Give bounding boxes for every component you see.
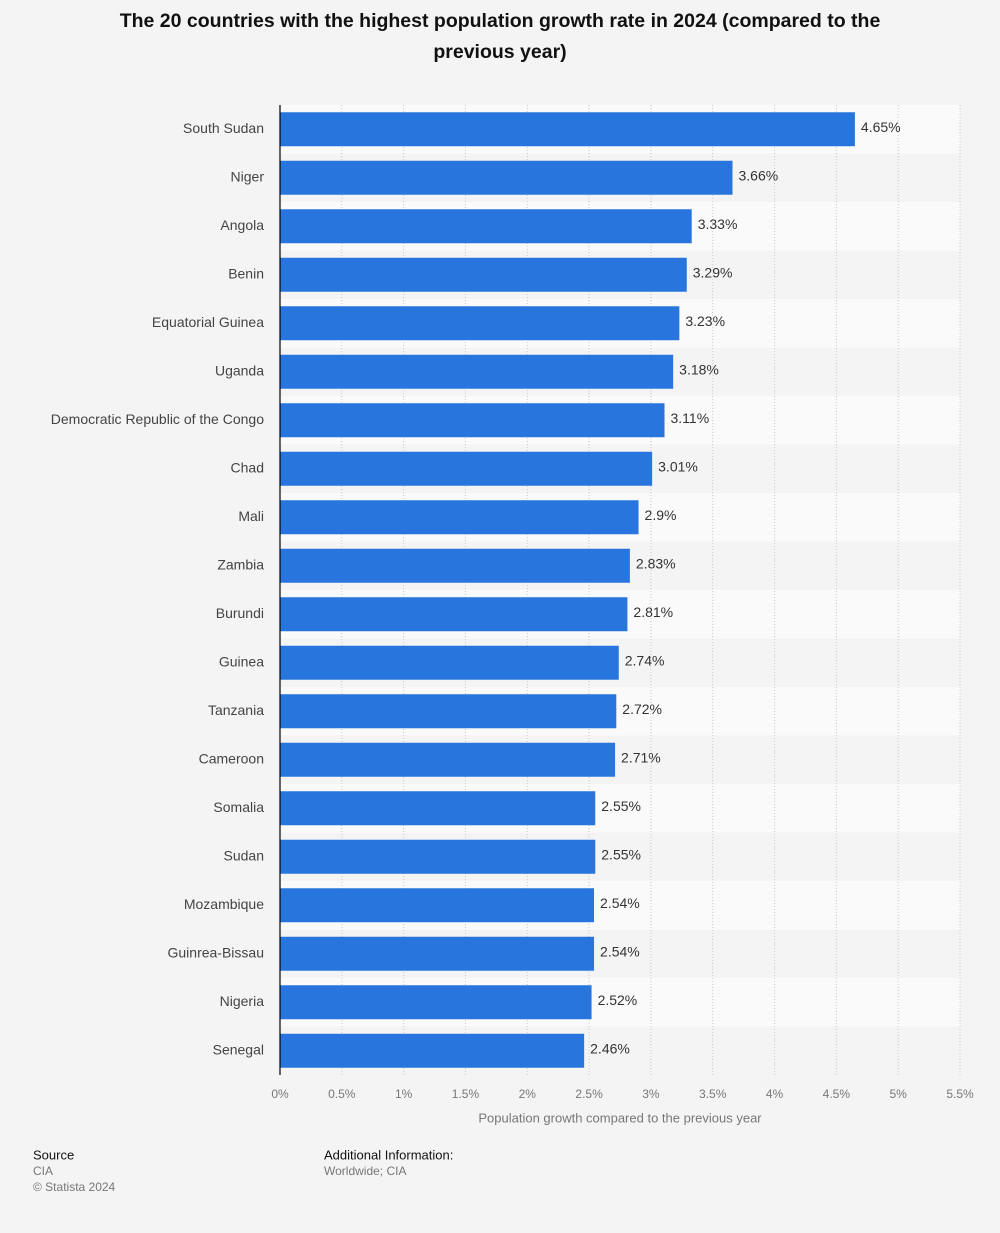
value-label: 2.55% [601, 846, 641, 862]
bar [280, 257, 687, 292]
source: CIA [33, 1164, 53, 1178]
y-tick-label: Equatorial Guinea [152, 314, 264, 330]
x-tick-label: 5% [890, 1087, 908, 1101]
value-label: 3.29% [693, 264, 733, 280]
value-label: 3.01% [658, 458, 698, 474]
x-tick-label: 5.5% [946, 1087, 974, 1101]
x-axis-label: Population growth compared to the previo… [478, 1110, 762, 1125]
bar [280, 597, 628, 632]
bar [280, 548, 630, 583]
y-tick-label: Sudan [224, 847, 264, 863]
value-label: 4.65% [861, 119, 901, 135]
y-tick-label: Benin [228, 265, 264, 281]
bar [280, 742, 616, 777]
value-label: 2.55% [601, 798, 641, 814]
bar [280, 888, 595, 923]
bar [280, 354, 674, 389]
bar [280, 403, 665, 438]
value-label: 2.83% [636, 555, 676, 571]
y-tick-label: Burundi [216, 605, 264, 621]
plot-area [280, 105, 960, 1075]
y-tick-label: Guinea [219, 653, 264, 669]
bar [280, 160, 733, 195]
value-label: 2.81% [633, 604, 673, 620]
bar [280, 1033, 585, 1068]
value-label: 3.66% [739, 167, 779, 183]
value-label: 3.23% [685, 313, 725, 329]
info: Worldwide; CIA [324, 1164, 406, 1178]
y-tick-label: South Sudan [183, 120, 264, 136]
y-tick-label: Uganda [215, 362, 264, 378]
value-label: 2.71% [621, 749, 661, 765]
y-tick-label: Chad [231, 459, 264, 475]
x-tick-label: 1.5% [452, 1087, 480, 1101]
y-tick-label: Somalia [213, 799, 264, 815]
y-tick-label: Angola [220, 217, 264, 233]
value-label: 3.11% [671, 410, 710, 426]
y-tick-label: Mozambique [184, 896, 264, 912]
bar [280, 985, 592, 1020]
value-label: 2.52% [598, 992, 638, 1008]
y-tick-label: Tanzania [208, 702, 264, 718]
value-label: 2.9% [645, 507, 677, 523]
y-tick-label: Senegal [213, 1041, 264, 1057]
chart-title: The 20 countries with the highest popula… [120, 10, 881, 63]
x-tick-label: 3.5% [699, 1087, 727, 1101]
info-title: Additional Information: [324, 1147, 453, 1162]
x-tick-label: 0% [271, 1087, 289, 1101]
x-tick-label: 4% [766, 1087, 784, 1101]
x-tick-label: 0.5% [328, 1087, 356, 1101]
bar [280, 791, 596, 826]
x-tick-label: 1% [395, 1087, 413, 1101]
value-label: 2.72% [622, 701, 662, 717]
bar [280, 209, 692, 244]
bar [280, 500, 639, 535]
y-tick-label: Guinrea-Bissau [168, 944, 265, 960]
value-label: 2.74% [625, 652, 665, 668]
y-tick-label: Cameroon [199, 750, 264, 766]
y-tick-label: Niger [231, 168, 265, 184]
source-title: Source [33, 1147, 74, 1162]
x-tick-label: 2% [519, 1087, 537, 1101]
value-label: 2.46% [590, 1040, 630, 1056]
value-label: 2.54% [600, 943, 640, 959]
x-tick-label: 4.5% [823, 1087, 851, 1101]
bar [280, 112, 855, 147]
bar [280, 694, 617, 729]
bar [280, 451, 653, 486]
bar [280, 839, 596, 874]
value-label: 3.33% [698, 216, 738, 232]
y-tick-label: Nigeria [220, 993, 265, 1009]
bar [280, 306, 680, 341]
y-tick-label: Mali [238, 508, 264, 524]
y-tick-label: Zambia [217, 556, 264, 572]
value-label: 2.54% [600, 895, 640, 911]
y-tick-label: Democratic Republic of the Congo [51, 411, 264, 427]
bar [280, 936, 595, 971]
x-tick-label: 3% [642, 1087, 660, 1101]
value-label: 3.18% [679, 361, 719, 377]
x-tick-label: 2.5% [575, 1087, 603, 1101]
bar [280, 645, 619, 680]
copyright: © Statista 2024 [33, 1180, 116, 1194]
